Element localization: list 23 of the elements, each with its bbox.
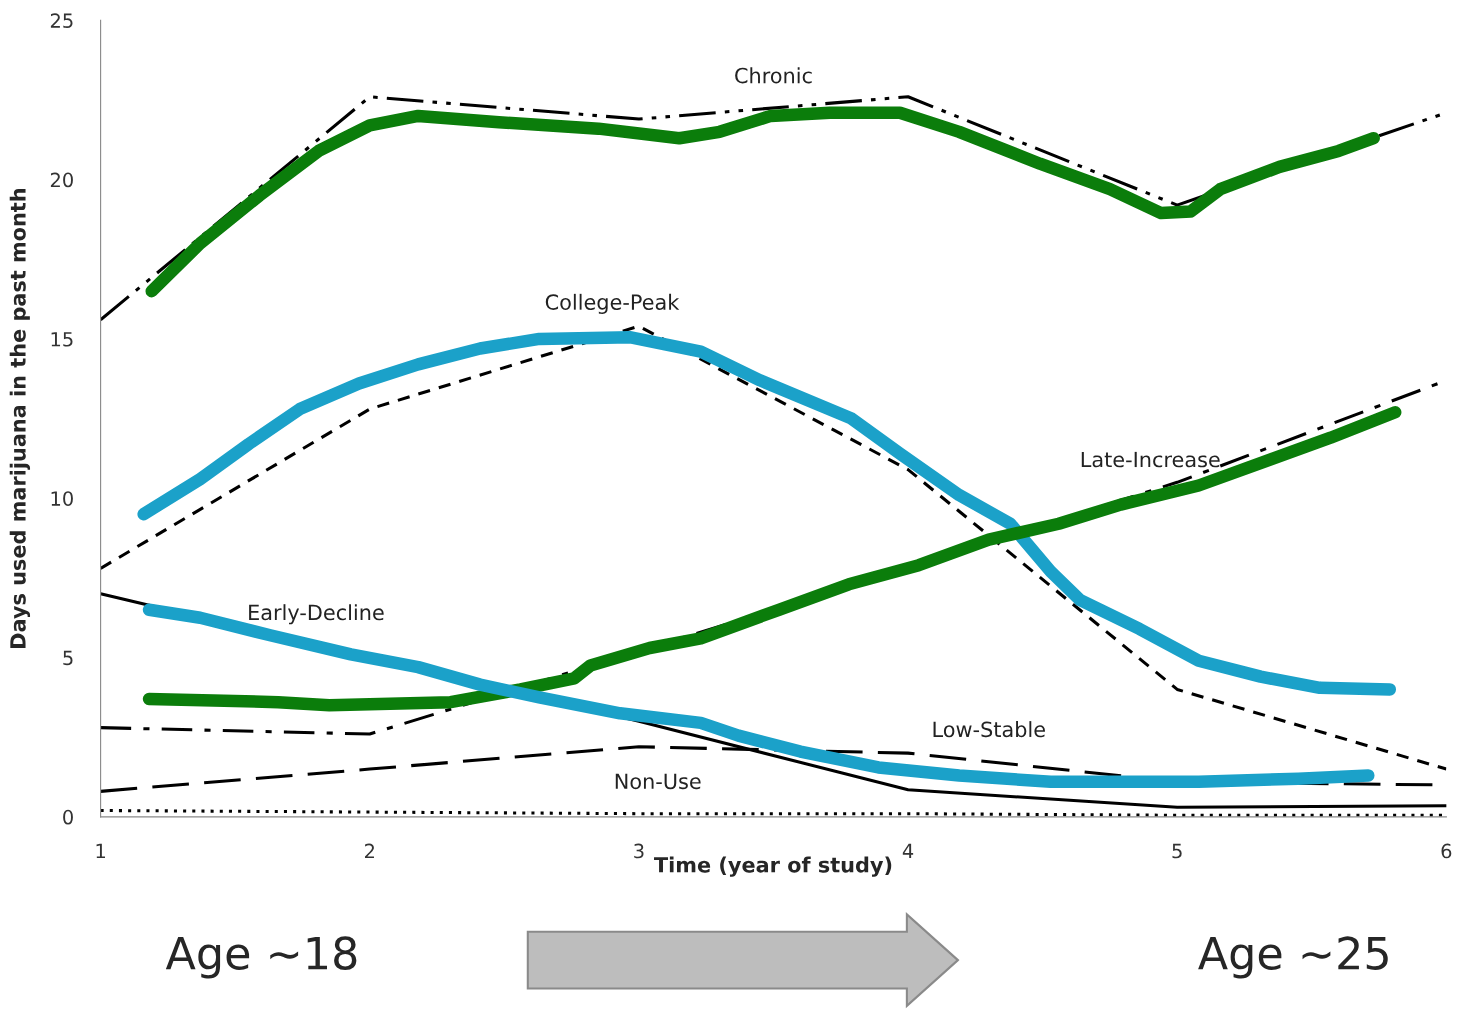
x-tick-label: 4 <box>902 843 914 859</box>
annotation: Late-Increase <box>1081 451 1220 468</box>
x-axis-title: Time (year of study) <box>654 856 892 877</box>
y-tick-label: 10 <box>51 491 73 506</box>
annotation: Non-Use <box>615 773 701 790</box>
y-axis-title: Days used marijuana in the past month <box>9 189 31 648</box>
x-tick-label: 3 <box>634 843 644 859</box>
annotation: Low-Stable <box>933 721 1045 738</box>
annotation: Chronic <box>735 67 812 84</box>
annotation: Early-Decline <box>249 604 384 625</box>
y-tick-label: 25 <box>50 13 73 28</box>
text: Age ~25 <box>1198 936 1388 979</box>
x-tick-label: 6 <box>1441 843 1452 859</box>
y-tick-label: 20 <box>50 172 73 188</box>
x-tick-label: 2 <box>364 843 374 859</box>
x-tick-label: 1 <box>96 843 105 859</box>
annotation: College-Peak <box>545 293 680 314</box>
y-tick-label: 15 <box>51 332 73 347</box>
line-series <box>100 324 1447 771</box>
y-tick-label: 0 <box>63 809 73 825</box>
text: Age ~18 <box>165 936 357 979</box>
x-tick-label: 5 <box>1172 843 1182 859</box>
y-tick-label: 5 <box>63 650 73 666</box>
